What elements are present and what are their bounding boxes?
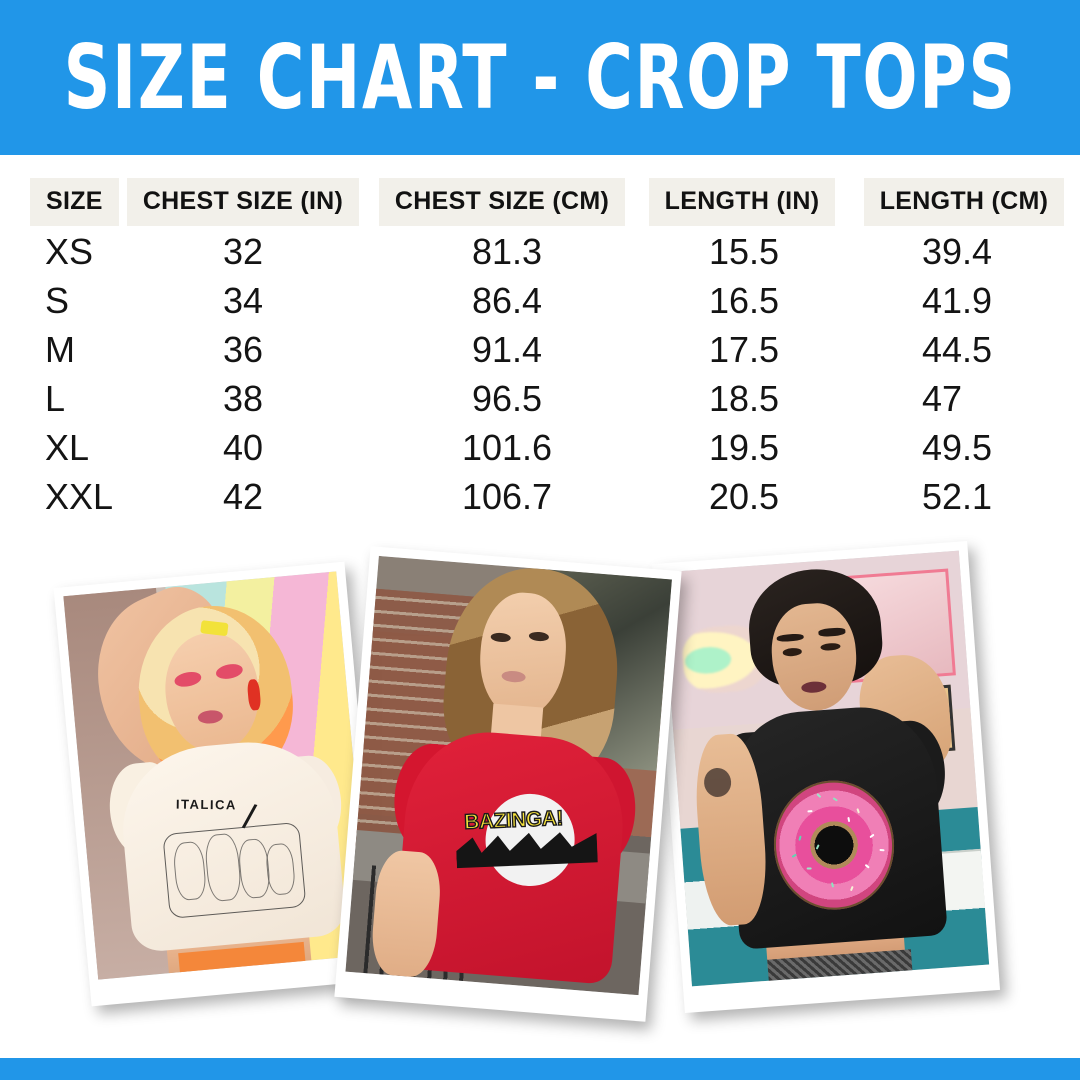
cell-length-in: 15.5 bbox=[708, 230, 780, 272]
cell-length-cm: 52.1 bbox=[922, 475, 993, 517]
photo-image-bazinga: BAZINGA! bbox=[345, 555, 672, 996]
product-photo-bazinga[interactable]: BAZINGA! bbox=[334, 546, 682, 1022]
table-row: XXL 42 106.7 20.5 52.1 bbox=[0, 472, 1080, 521]
cell-length-in: 17.5 bbox=[708, 328, 780, 370]
donut-sprinkle bbox=[832, 797, 839, 802]
donut-sprinkle bbox=[807, 810, 813, 813]
table-row: M 36 91.4 17.5 44.5 bbox=[0, 325, 1080, 374]
donut-sprinkle bbox=[791, 853, 797, 858]
photo-scene-backdrop: ITALICA bbox=[63, 571, 372, 980]
photo-image-italica: ITALICA bbox=[63, 571, 372, 980]
cell-chest-in: 32 bbox=[222, 230, 264, 272]
product-photo-italica[interactable]: ITALICA bbox=[53, 561, 383, 1007]
page-title: SIZE CHART - CROP TOPS bbox=[63, 25, 1017, 129]
table-head: SIZE CHEST SIZE (IN) CHEST SIZE (CM) LEN… bbox=[0, 177, 1080, 227]
donut-sprinkle bbox=[806, 867, 813, 870]
column-header-length-cm: LENGTH (CM) bbox=[848, 177, 1080, 227]
band-figure bbox=[171, 840, 207, 901]
cell-length-in: 20.5 bbox=[708, 475, 780, 517]
column-header-chest-in: CHEST SIZE (IN) bbox=[118, 177, 368, 227]
donut-sprinkle bbox=[815, 792, 822, 798]
cell-length-in: 18.5 bbox=[708, 377, 780, 419]
cell-chest-cm: 91.4 bbox=[471, 328, 543, 370]
cell-size: M bbox=[45, 328, 75, 370]
cell-chest-cm: 101.6 bbox=[461, 426, 553, 468]
donut-sprinkle bbox=[864, 864, 870, 870]
cell-size: XS bbox=[45, 230, 94, 272]
product-photo-strip: ITALICA bbox=[0, 541, 1080, 1048]
size-chart-table: SIZE CHEST SIZE (IN) CHEST SIZE (CM) LEN… bbox=[0, 177, 1080, 521]
photo-image-donut bbox=[661, 550, 990, 987]
cell-length-in: 16.5 bbox=[708, 279, 780, 321]
band-figure bbox=[264, 842, 296, 896]
cell-chest-cm: 86.4 bbox=[471, 279, 543, 321]
band-figure bbox=[203, 832, 243, 903]
cell-length-cm: 49.5 bbox=[922, 426, 993, 468]
model-hair-clip bbox=[200, 619, 230, 636]
garment-print-text: ITALICA bbox=[175, 796, 238, 813]
cell-chest-cm: 81.3 bbox=[471, 230, 543, 272]
cell-chest-in: 40 bbox=[222, 426, 264, 468]
donut-sprinkle bbox=[830, 882, 834, 888]
cell-chest-in: 38 bbox=[222, 377, 264, 419]
cell-size: XXL bbox=[45, 475, 114, 517]
column-header-chest-in-label: CHEST SIZE (IN) bbox=[126, 178, 360, 226]
column-header-size: SIZE bbox=[0, 177, 119, 227]
cell-chest-in: 36 bbox=[222, 328, 264, 370]
size-table-container: SIZE CHEST SIZE (IN) CHEST SIZE (CM) LEN… bbox=[0, 155, 1080, 521]
photo-scene-backdrop: BAZINGA! bbox=[345, 555, 672, 996]
footer-accent-bar bbox=[0, 1058, 1080, 1080]
table-body: XS 32 81.3 15.5 39.4 S 34 86.4 16.5 41.9… bbox=[0, 227, 1080, 521]
cell-size: L bbox=[45, 377, 66, 419]
cell-length-in: 19.5 bbox=[708, 426, 780, 468]
column-header-chest-cm-label: CHEST SIZE (CM) bbox=[378, 178, 626, 226]
cell-chest-in: 34 bbox=[222, 279, 264, 321]
header-banner: SIZE CHART - CROP TOPS bbox=[0, 0, 1080, 155]
cell-length-cm: 44.5 bbox=[922, 328, 993, 370]
column-header-length-cm-label: LENGTH (CM) bbox=[863, 178, 1065, 226]
donut-sprinkle bbox=[798, 835, 802, 841]
column-header-length-in: LENGTH (IN) bbox=[636, 177, 848, 227]
cell-chest-cm: 106.7 bbox=[461, 475, 553, 517]
garment-print-band-artwork bbox=[162, 822, 307, 920]
donut-sprinkle bbox=[815, 844, 820, 850]
donut-sprinkle bbox=[847, 816, 851, 822]
cell-length-cm: 41.9 bbox=[922, 279, 993, 321]
cell-chest-cm: 96.5 bbox=[471, 377, 543, 419]
cell-chest-in: 42 bbox=[222, 475, 264, 517]
donut-sprinkle bbox=[855, 807, 860, 814]
table-header-row: SIZE CHEST SIZE (IN) CHEST SIZE (CM) LEN… bbox=[0, 177, 1080, 227]
column-header-chest-cm: CHEST SIZE (CM) bbox=[368, 177, 636, 227]
table-row: L 38 96.5 18.5 47 bbox=[0, 374, 1080, 423]
table-row: XL 40 101.6 19.5 49.5 bbox=[0, 423, 1080, 472]
donut-sprinkle bbox=[849, 885, 854, 892]
donut-sprinkle bbox=[879, 848, 885, 852]
column-header-size-label: SIZE bbox=[30, 178, 119, 226]
photo-scene-backdrop bbox=[661, 550, 990, 987]
table-row: XS 32 81.3 15.5 39.4 bbox=[0, 227, 1080, 276]
product-photo-donut[interactable] bbox=[651, 541, 1001, 1013]
table-row: S 34 86.4 16.5 41.9 bbox=[0, 276, 1080, 325]
cell-size: XL bbox=[45, 426, 90, 468]
cell-length-cm: 47 bbox=[922, 377, 963, 419]
cell-size: S bbox=[45, 279, 70, 321]
column-header-length-in-label: LENGTH (IN) bbox=[648, 178, 836, 226]
donut-sprinkle bbox=[868, 833, 875, 838]
cell-length-cm: 39.4 bbox=[922, 230, 993, 272]
